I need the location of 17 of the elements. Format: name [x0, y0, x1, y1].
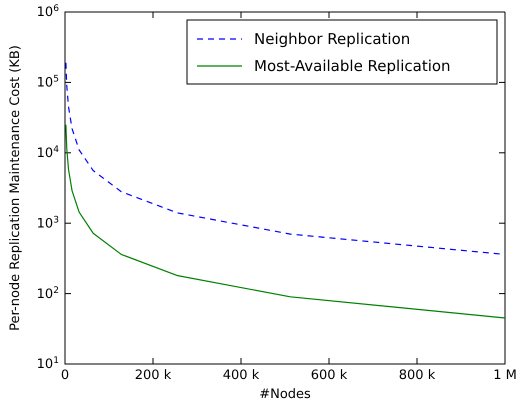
y-tick-label: 10$^{5}$: [36, 74, 59, 91]
line-series: [65, 124, 506, 319]
x-tick-label: 800 k: [398, 368, 436, 384]
y-tick-label: 10$^{1}$: [36, 356, 59, 372]
x-tick-label: 0: [60, 368, 70, 384]
y-tick-label: 10$^{6}$: [36, 4, 60, 20]
x-tick-label: 200 k: [134, 368, 172, 384]
x-tick-label: 1 M: [493, 368, 517, 384]
x-axis-title: #Nodes: [259, 387, 312, 402]
x-tick-label: 400 k: [222, 368, 260, 384]
y-tick-label: 10$^{3}$: [36, 215, 60, 232]
x-tick-label: 600 k: [310, 368, 348, 384]
legend-label: Most-Available Replication: [254, 57, 451, 75]
y-tick-label: 10$^{4}$: [36, 144, 60, 161]
legend-label: Neighbor Replication: [254, 30, 410, 48]
y-axis-title: Per-node Replication Maintenance Cost (KB): [8, 45, 23, 331]
y-tick-label: 10$^{2}$: [36, 286, 59, 302]
